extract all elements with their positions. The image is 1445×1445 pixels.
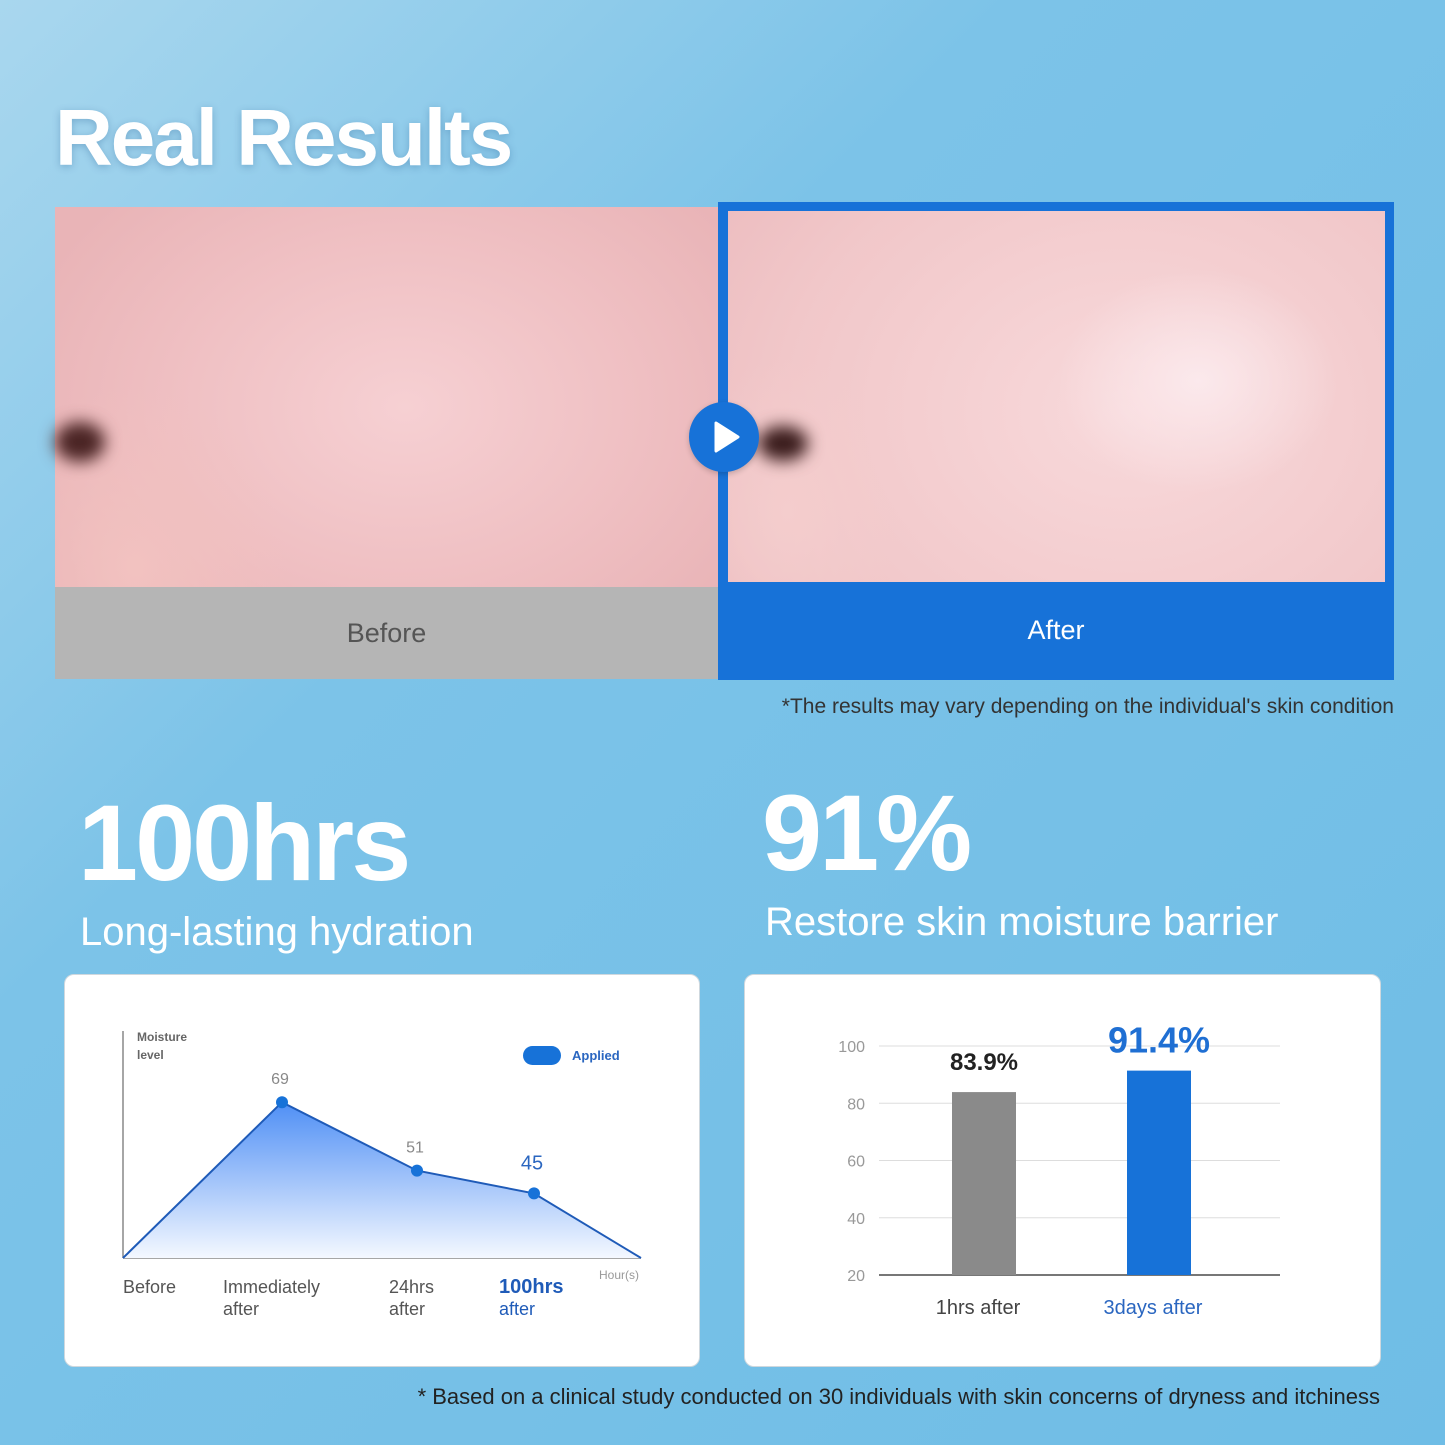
y-tick-label: 60 [847, 1154, 865, 1171]
play-button[interactable] [689, 402, 759, 472]
stat-hydration-value: 100hrs [78, 782, 411, 903]
results-disclaimer: *The results may vary depending on the i… [781, 695, 1394, 718]
before-label: Before [55, 587, 718, 679]
data-point [528, 1187, 540, 1200]
play-icon [714, 421, 740, 453]
y-axis-label-line: Moisture [137, 1030, 187, 1044]
data-point [411, 1164, 423, 1177]
y-axis-label: Moisture level [137, 1030, 187, 1062]
x-tick-label: 24hrs [389, 1277, 434, 1297]
y-axis-label-line: level [137, 1048, 164, 1062]
moisture-chart-card: Moisture level Applied Hour(s) 69 51 45 Befo… [64, 974, 700, 1367]
y-tick-label: 100 [838, 1039, 865, 1056]
y-tick-label: 40 [847, 1211, 865, 1228]
x-tick-label: after [223, 1299, 259, 1319]
x-tick-label: Immediately [223, 1277, 320, 1297]
bar-value-label: 83.9% [950, 1049, 1018, 1076]
y-tick-label: 80 [847, 1096, 865, 1113]
bar [1127, 1070, 1191, 1275]
moisture-area-chart: Moisture level Applied Hour(s) 69 51 45 Befo… [122, 1030, 642, 1319]
x-tick-label: Before [123, 1277, 176, 1297]
bar-value-label: 91.4% [1108, 1020, 1210, 1061]
point-label: 51 [406, 1140, 424, 1157]
x-tick-label: 1hrs after [936, 1297, 1021, 1319]
bar [952, 1092, 1016, 1275]
x-tick-label: 100hrs [499, 1276, 564, 1298]
barrier-chart-card: 20 40 60 80 100 83.9% 1hrs after 91.4% 3days aft… [744, 974, 1381, 1367]
legend-label: Applied [572, 1048, 620, 1063]
stat-hydration-caption: Long-lasting hydration [80, 910, 474, 954]
stat-barrier-value: 91% [762, 772, 972, 893]
barrier-bar-chart: 20 40 60 80 100 83.9% 1hrs after 91.4% 3days aft… [838, 1020, 1280, 1319]
area-fill [123, 1102, 641, 1258]
data-point [276, 1096, 288, 1109]
y-tick-label: 20 [847, 1268, 865, 1285]
page-title: Real Results [55, 93, 513, 182]
x-axis-label: Hour(s) [599, 1268, 639, 1282]
x-tick-label: after [389, 1299, 425, 1319]
x-tick-label: 3days after [1104, 1297, 1203, 1319]
point-label: 69 [271, 1071, 289, 1088]
before-photo [55, 207, 718, 587]
x-tick-label: after [499, 1299, 535, 1319]
stat-barrier-caption: Restore skin moisture barrier [765, 900, 1279, 944]
study-disclaimer: * Based on a clinical study conducted on… [417, 1384, 1380, 1409]
after-photo [728, 211, 1385, 582]
legend-swatch [523, 1046, 561, 1065]
after-label: After [1027, 614, 1085, 645]
point-label: 45 [521, 1152, 543, 1174]
